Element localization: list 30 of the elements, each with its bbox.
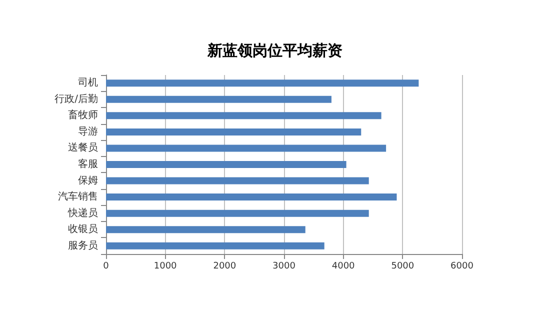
x-tick-label: 1000	[154, 262, 178, 272]
y-tick-label: 送餐员	[68, 142, 98, 154]
bar	[106, 161, 346, 168]
y-tick-label: 导游	[78, 125, 98, 138]
y-tick-label: 汽车销售	[58, 190, 98, 203]
y-tick-label: 收银员	[68, 224, 98, 236]
bar	[106, 144, 386, 152]
y-tick-label: 客服	[78, 158, 98, 170]
y-tick-label: 畜牧师	[68, 109, 98, 122]
x-tick-label: 4000	[332, 262, 356, 272]
bar	[106, 80, 419, 87]
y-tick-label: 行政/后勤	[54, 92, 98, 105]
x-tick-label: 3000	[272, 262, 296, 272]
bar	[106, 194, 397, 201]
x-tick-label: 6000	[450, 262, 474, 272]
bar	[106, 96, 332, 103]
y-tick-label: 快递员	[67, 206, 98, 219]
y-tick-label: 保姆	[78, 175, 98, 186]
bar	[106, 226, 306, 234]
bar	[106, 210, 369, 217]
bar	[106, 112, 382, 120]
x-tick-label: 2000	[213, 262, 236, 272]
chart-title: 新蓝领岗位平均薪资	[206, 42, 342, 60]
bar	[106, 177, 369, 184]
x-tick-label: 0	[103, 262, 110, 272]
y-tick-label: 服务员	[68, 239, 98, 252]
bar	[106, 128, 362, 136]
x-tick-label: 5000	[391, 262, 414, 272]
y-tick-label: 司机	[78, 76, 98, 89]
bar	[106, 242, 324, 250]
